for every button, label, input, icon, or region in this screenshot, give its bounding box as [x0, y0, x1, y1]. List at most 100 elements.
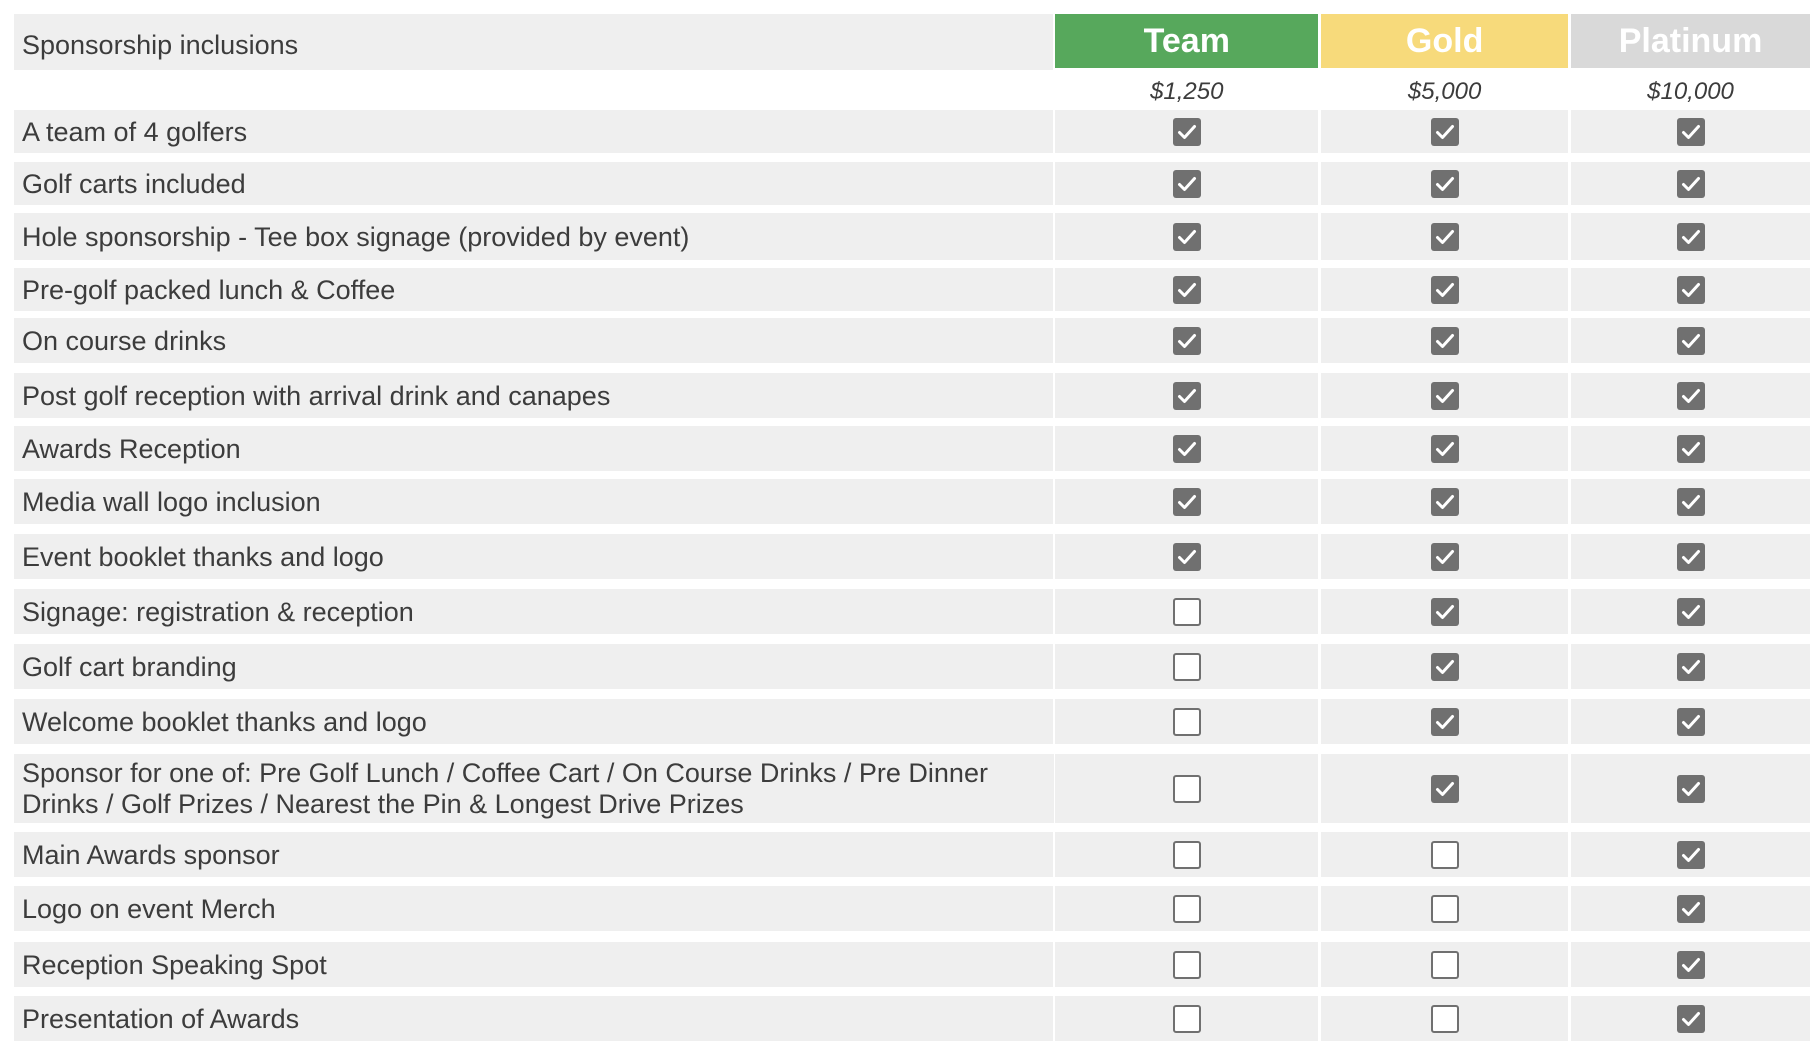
- checkbox-checked-icon[interactable]: [1430, 275, 1459, 304]
- header-row: Sponsorship inclusions Team Gold Platinu…: [14, 14, 1810, 70]
- checkbox-unchecked-icon[interactable]: [1430, 1004, 1459, 1033]
- tier-gold-header: Gold: [1321, 14, 1569, 68]
- checkbox-checked-icon[interactable]: [1676, 222, 1705, 251]
- checkbox-checked-icon[interactable]: [1676, 434, 1705, 463]
- cell-platinum: [1571, 373, 1810, 418]
- checkbox-checked-icon[interactable]: [1676, 950, 1705, 979]
- cell-gold: [1321, 886, 1569, 931]
- cell-platinum: [1571, 479, 1810, 524]
- checkbox-checked-icon[interactable]: [1676, 707, 1705, 736]
- checkbox-checked-icon[interactable]: [1172, 326, 1201, 355]
- checkbox-checked-icon[interactable]: [1172, 222, 1201, 251]
- table-row: Logo on event Merch: [14, 886, 1810, 931]
- cell-team: [1055, 110, 1319, 153]
- cell-platinum: [1571, 318, 1810, 363]
- inclusion-label: Event booklet thanks and logo: [14, 534, 1054, 579]
- checkbox-unchecked-icon[interactable]: [1430, 894, 1459, 923]
- checkbox-unchecked-icon[interactable]: [1172, 1004, 1201, 1033]
- inclusion-label: A team of 4 golfers: [14, 110, 1054, 153]
- checkbox-checked-icon[interactable]: [1172, 487, 1201, 516]
- table-row: Media wall logo inclusion: [14, 479, 1810, 524]
- checkbox-checked-icon[interactable]: [1676, 542, 1705, 571]
- cell-platinum: [1571, 699, 1810, 744]
- cell-platinum: [1571, 589, 1810, 634]
- checkbox-checked-icon[interactable]: [1676, 894, 1705, 923]
- table-row: On course drinks: [14, 318, 1810, 363]
- cell-team: [1055, 886, 1319, 931]
- inclusion-label: Golf carts included: [14, 162, 1054, 205]
- cell-team: [1055, 832, 1319, 877]
- tier-platinum-price: $10,000: [1647, 78, 1734, 105]
- checkbox-checked-icon[interactable]: [1676, 487, 1705, 516]
- checkbox-checked-icon[interactable]: [1430, 542, 1459, 571]
- cell-gold: [1321, 754, 1569, 823]
- checkbox-checked-icon[interactable]: [1172, 434, 1201, 463]
- checkbox-checked-icon[interactable]: [1430, 707, 1459, 736]
- checkbox-checked-icon[interactable]: [1172, 169, 1201, 198]
- checkbox-checked-icon[interactable]: [1430, 169, 1459, 198]
- checkbox-checked-icon[interactable]: [1172, 542, 1201, 571]
- checkbox-checked-icon[interactable]: [1172, 117, 1201, 146]
- table-row: Awards Reception: [14, 426, 1810, 471]
- cell-team: [1055, 426, 1319, 471]
- checkbox-checked-icon[interactable]: [1430, 774, 1459, 803]
- cell-gold: [1321, 213, 1569, 260]
- table-row: Golf cart branding: [14, 644, 1810, 689]
- inclusion-label: Pre-golf packed lunch & Coffee: [14, 268, 1054, 311]
- inclusion-label: Signage: registration & reception: [14, 589, 1054, 634]
- checkbox-checked-icon[interactable]: [1172, 275, 1201, 304]
- checkbox-unchecked-icon[interactable]: [1172, 774, 1201, 803]
- table-title: Sponsorship inclusions: [14, 14, 1054, 70]
- checkbox-checked-icon[interactable]: [1430, 222, 1459, 251]
- cell-gold: [1321, 318, 1569, 363]
- table-row: A team of 4 golfers: [14, 110, 1810, 153]
- cell-gold: [1321, 996, 1569, 1041]
- checkbox-checked-icon[interactable]: [1430, 597, 1459, 626]
- checkbox-checked-icon[interactable]: [1676, 275, 1705, 304]
- cell-gold: [1321, 589, 1569, 634]
- price-row: $1,250 $5,000 $10,000: [14, 70, 1810, 110]
- checkbox-unchecked-icon[interactable]: [1430, 840, 1459, 869]
- checkbox-checked-icon[interactable]: [1676, 326, 1705, 355]
- checkbox-checked-icon[interactable]: [1676, 597, 1705, 626]
- cell-team: [1055, 942, 1319, 987]
- cell-platinum: [1571, 268, 1810, 311]
- checkbox-checked-icon[interactable]: [1676, 117, 1705, 146]
- checkbox-unchecked-icon[interactable]: [1172, 894, 1201, 923]
- checkbox-checked-icon[interactable]: [1676, 652, 1705, 681]
- cell-platinum: [1571, 426, 1810, 471]
- checkbox-checked-icon[interactable]: [1676, 774, 1705, 803]
- checkbox-checked-icon[interactable]: [1676, 840, 1705, 869]
- checkbox-checked-icon[interactable]: [1430, 117, 1459, 146]
- checkbox-checked-icon[interactable]: [1430, 652, 1459, 681]
- cell-platinum: [1571, 886, 1810, 931]
- inclusion-label: Hole sponsorship - Tee box signage (prov…: [14, 213, 1054, 260]
- cell-platinum: [1571, 534, 1810, 579]
- cell-team: [1055, 699, 1319, 744]
- cell-platinum: [1571, 644, 1810, 689]
- checkbox-checked-icon[interactable]: [1676, 1004, 1705, 1033]
- checkbox-checked-icon[interactable]: [1172, 381, 1201, 410]
- checkbox-unchecked-icon[interactable]: [1430, 950, 1459, 979]
- cell-platinum: [1571, 162, 1810, 205]
- checkbox-unchecked-icon[interactable]: [1172, 840, 1201, 869]
- checkbox-checked-icon[interactable]: [1430, 381, 1459, 410]
- table-row: Reception Speaking Spot: [14, 942, 1810, 987]
- checkbox-checked-icon[interactable]: [1430, 326, 1459, 355]
- checkbox-checked-icon[interactable]: [1676, 381, 1705, 410]
- inclusion-label: Main Awards sponsor: [14, 832, 1054, 877]
- checkbox-unchecked-icon[interactable]: [1172, 652, 1201, 681]
- cell-team: [1055, 213, 1319, 260]
- inclusion-label: Golf cart branding: [14, 644, 1054, 689]
- checkbox-checked-icon[interactable]: [1430, 487, 1459, 516]
- checkbox-unchecked-icon[interactable]: [1172, 597, 1201, 626]
- checkbox-unchecked-icon[interactable]: [1172, 707, 1201, 736]
- checkbox-unchecked-icon[interactable]: [1172, 950, 1201, 979]
- table-row: Welcome booklet thanks and logo: [14, 699, 1810, 744]
- table-row: Event booklet thanks and logo: [14, 534, 1810, 579]
- checkbox-checked-icon[interactable]: [1676, 169, 1705, 198]
- checkbox-checked-icon[interactable]: [1430, 434, 1459, 463]
- table-row: Main Awards sponsor: [14, 832, 1810, 877]
- inclusion-label: Welcome booklet thanks and logo: [14, 699, 1054, 744]
- table-row: Sponsor for one of: Pre Golf Lunch / Cof…: [14, 754, 1810, 823]
